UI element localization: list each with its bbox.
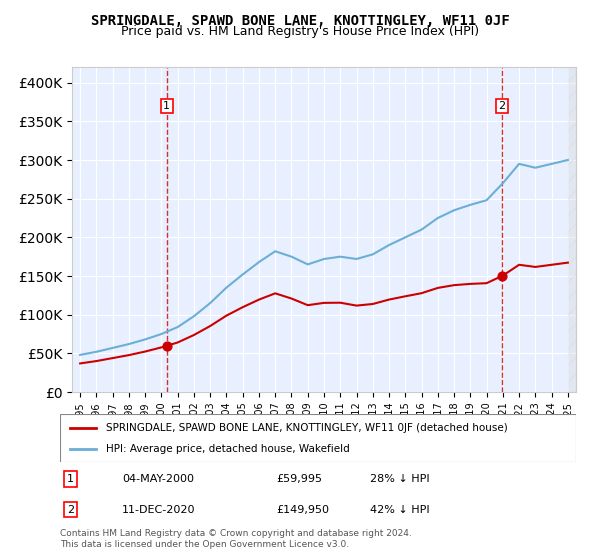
Text: SPRINGDALE, SPAWD BONE LANE, KNOTTINGLEY, WF11 0JF: SPRINGDALE, SPAWD BONE LANE, KNOTTINGLEY… — [91, 14, 509, 28]
FancyBboxPatch shape — [60, 414, 576, 462]
Text: 42% ↓ HPI: 42% ↓ HPI — [370, 505, 429, 515]
Text: 04-MAY-2000: 04-MAY-2000 — [122, 474, 194, 484]
Text: 28% ↓ HPI: 28% ↓ HPI — [370, 474, 429, 484]
Text: 1: 1 — [163, 101, 170, 111]
Text: Price paid vs. HM Land Registry's House Price Index (HPI): Price paid vs. HM Land Registry's House … — [121, 25, 479, 38]
Point — [497, 272, 507, 281]
Text: £149,950: £149,950 — [277, 505, 330, 515]
Point — [162, 341, 172, 350]
Text: 11-DEC-2020: 11-DEC-2020 — [122, 505, 196, 515]
Text: SPRINGDALE, SPAWD BONE LANE, KNOTTINGLEY, WF11 0JF (detached house): SPRINGDALE, SPAWD BONE LANE, KNOTTINGLEY… — [106, 423, 508, 433]
Bar — [568, 67, 576, 392]
Text: 1: 1 — [67, 474, 74, 484]
Text: 2: 2 — [67, 505, 74, 515]
Text: Contains HM Land Registry data © Crown copyright and database right 2024.
This d: Contains HM Land Registry data © Crown c… — [60, 529, 412, 549]
Text: £59,995: £59,995 — [277, 474, 323, 484]
Text: 2: 2 — [499, 101, 506, 111]
Text: HPI: Average price, detached house, Wakefield: HPI: Average price, detached house, Wake… — [106, 444, 350, 454]
